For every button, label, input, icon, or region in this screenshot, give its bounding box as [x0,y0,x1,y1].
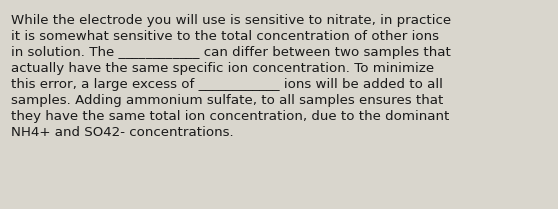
Text: While the electrode you will use is sensitive to nitrate, in practice: While the electrode you will use is sens… [11,14,451,27]
Text: in solution. The ____________ can differ between two samples that: in solution. The ____________ can differ… [11,46,451,59]
Text: actually have the same specific ion concentration. To minimize: actually have the same specific ion conc… [11,62,434,75]
Text: this error, a large excess of ____________ ions will be added to all: this error, a large excess of __________… [11,78,443,91]
Text: NH4+ and SO42- concentrations.: NH4+ and SO42- concentrations. [11,126,234,139]
Text: samples. Adding ammonium sulfate, to all samples ensures that: samples. Adding ammonium sulfate, to all… [11,94,444,107]
Text: they have the same total ion concentration, due to the dominant: they have the same total ion concentrati… [11,110,450,123]
Text: it is somewhat sensitive to the total concentration of other ions: it is somewhat sensitive to the total co… [11,30,439,43]
